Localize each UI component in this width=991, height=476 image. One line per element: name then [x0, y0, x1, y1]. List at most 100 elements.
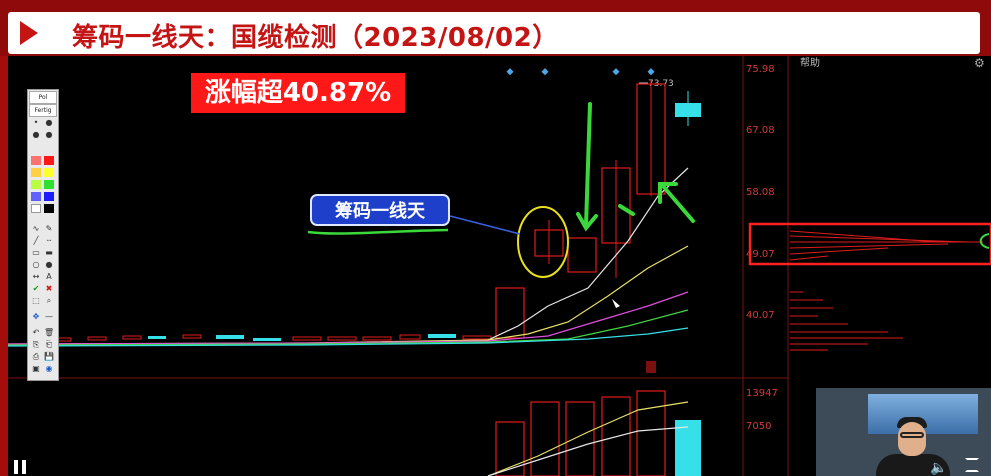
- candle: [327, 336, 357, 341]
- color-swatch[interactable]: [44, 204, 54, 213]
- zoom-icon[interactable]: ⌕: [46, 296, 52, 305]
- pause-icon[interactable]: [14, 460, 28, 474]
- title-card: 筹码一线天：国缆检测（2023/08/02）: [8, 12, 980, 54]
- candle: [567, 237, 597, 273]
- check-icon[interactable]: ✔: [32, 284, 40, 293]
- annotation-arrows: [576, 102, 695, 232]
- chip-highlight-mark: [979, 233, 990, 249]
- chart-stage: 75.98 67.08 58.08 49.07 40.07 13947 7050…: [8, 56, 991, 476]
- highlight-circle: [517, 206, 569, 278]
- select-icon[interactable]: ⬚: [32, 296, 40, 305]
- volume-bar: [601, 396, 631, 476]
- page-title: 筹码一线天：国缆检测（2023/08/02）: [72, 23, 559, 53]
- color-swatch[interactable]: [44, 168, 54, 177]
- copy-icon[interactable]: ⎘: [32, 340, 40, 349]
- signal-marker: [647, 68, 655, 76]
- candle: [534, 229, 564, 257]
- candle: [636, 83, 666, 195]
- delete-icon[interactable]: 🗑: [44, 328, 55, 337]
- move-icon[interactable]: ✥: [32, 312, 40, 321]
- pen-icon[interactable]: ∿: [32, 224, 40, 233]
- brush-small-icon[interactable]: ●: [32, 130, 40, 139]
- price-tick: 67.08: [746, 125, 775, 136]
- dot-small-icon[interactable]: •: [33, 118, 39, 127]
- ma120-line: [8, 327, 689, 347]
- cross-icon[interactable]: ✖: [45, 284, 53, 293]
- chip-bar: [789, 243, 949, 249]
- rectangle-icon[interactable]: ▭: [32, 248, 40, 257]
- annotation-arrow: [618, 204, 635, 216]
- chip-highlight-box: [748, 222, 991, 266]
- price-tick: 75.98: [746, 64, 775, 75]
- ma10-line: [8, 245, 689, 345]
- price-tick: 40.07: [746, 310, 775, 321]
- chip-bar: [789, 247, 889, 255]
- candle: [216, 335, 244, 339]
- fullscreen-icon[interactable]: [965, 458, 979, 472]
- color-swatch[interactable]: [31, 192, 41, 201]
- volume-icon[interactable]: 🔈: [930, 460, 948, 476]
- color-swatch[interactable]: [44, 180, 54, 189]
- brush-large-icon[interactable]: ●: [45, 130, 53, 139]
- dot-large-icon[interactable]: ●: [45, 118, 53, 127]
- chip-bar: [789, 255, 829, 261]
- help-label[interactable]: 帮助: [800, 56, 820, 69]
- color-swatch[interactable]: [31, 180, 41, 189]
- volume-bar: [675, 420, 701, 476]
- price-tick: 49.07: [746, 249, 775, 260]
- annotation-arrow: [661, 184, 695, 223]
- chip-bar: [789, 235, 969, 243]
- gear-icon[interactable]: ⚙: [974, 56, 985, 70]
- price-tick: 58.08: [746, 187, 775, 198]
- candle: [495, 287, 525, 339]
- toolbox-tab[interactable]: Fertig: [29, 104, 57, 117]
- candle: [292, 336, 322, 341]
- presenter-glasses: [900, 432, 924, 438]
- color-swatch[interactable]: [31, 168, 41, 177]
- presenter-face: [898, 422, 926, 456]
- undo-icon[interactable]: ↶: [32, 328, 40, 337]
- volume-ma5-line: [487, 426, 689, 476]
- color-swatch[interactable]: [31, 204, 41, 213]
- volume-tick: 13947: [746, 388, 778, 399]
- save-icon[interactable]: 💾: [44, 352, 54, 361]
- candle: [122, 335, 142, 340]
- line-icon[interactable]: ╱: [33, 236, 39, 245]
- candle: [601, 167, 631, 244]
- color-swatch[interactable]: [44, 192, 54, 201]
- color-swatch[interactable]: [31, 156, 41, 165]
- print-icon[interactable]: ⎙: [32, 352, 40, 361]
- candle: [362, 336, 392, 341]
- screen-icon[interactable]: ▣: [32, 364, 40, 373]
- presenter-webcam: [816, 388, 991, 476]
- signal-marker: [612, 68, 620, 76]
- volume-bar: [530, 401, 560, 476]
- filled-ellipse-icon[interactable]: ●: [45, 260, 53, 269]
- filled-rectangle-icon[interactable]: ▬: [45, 248, 53, 257]
- toolbox-tab[interactable]: Pol: [29, 91, 57, 104]
- minus-icon[interactable]: —: [45, 312, 53, 321]
- paste-icon[interactable]: ⎗: [45, 340, 53, 349]
- dash-line-icon[interactable]: ┄: [46, 236, 52, 245]
- arrow-head: [576, 212, 598, 232]
- volume-bars: [495, 390, 701, 476]
- breakout-candles: [495, 80, 701, 339]
- text-icon[interactable]: A: [46, 272, 52, 281]
- label-pointer: [449, 215, 521, 235]
- candle: [182, 334, 202, 339]
- arrow-icon[interactable]: ↔: [32, 272, 40, 281]
- signal-markers: [506, 68, 655, 76]
- play-icon: [20, 21, 38, 45]
- volume-tick: 7050: [746, 421, 771, 432]
- ma60-line: [8, 309, 689, 346]
- event-marker: [646, 361, 656, 373]
- gain-label: 涨幅超40.87%: [191, 73, 405, 113]
- presenter-body: [876, 454, 950, 476]
- marker-icon[interactable]: ✎: [45, 224, 53, 233]
- ellipse-icon[interactable]: ○: [32, 260, 40, 269]
- volume-bar: [636, 390, 666, 476]
- info-icon[interactable]: ◉: [45, 364, 53, 373]
- chip-distribution: [789, 230, 983, 351]
- signal-marker: [506, 68, 514, 76]
- color-swatch[interactable]: [44, 156, 54, 165]
